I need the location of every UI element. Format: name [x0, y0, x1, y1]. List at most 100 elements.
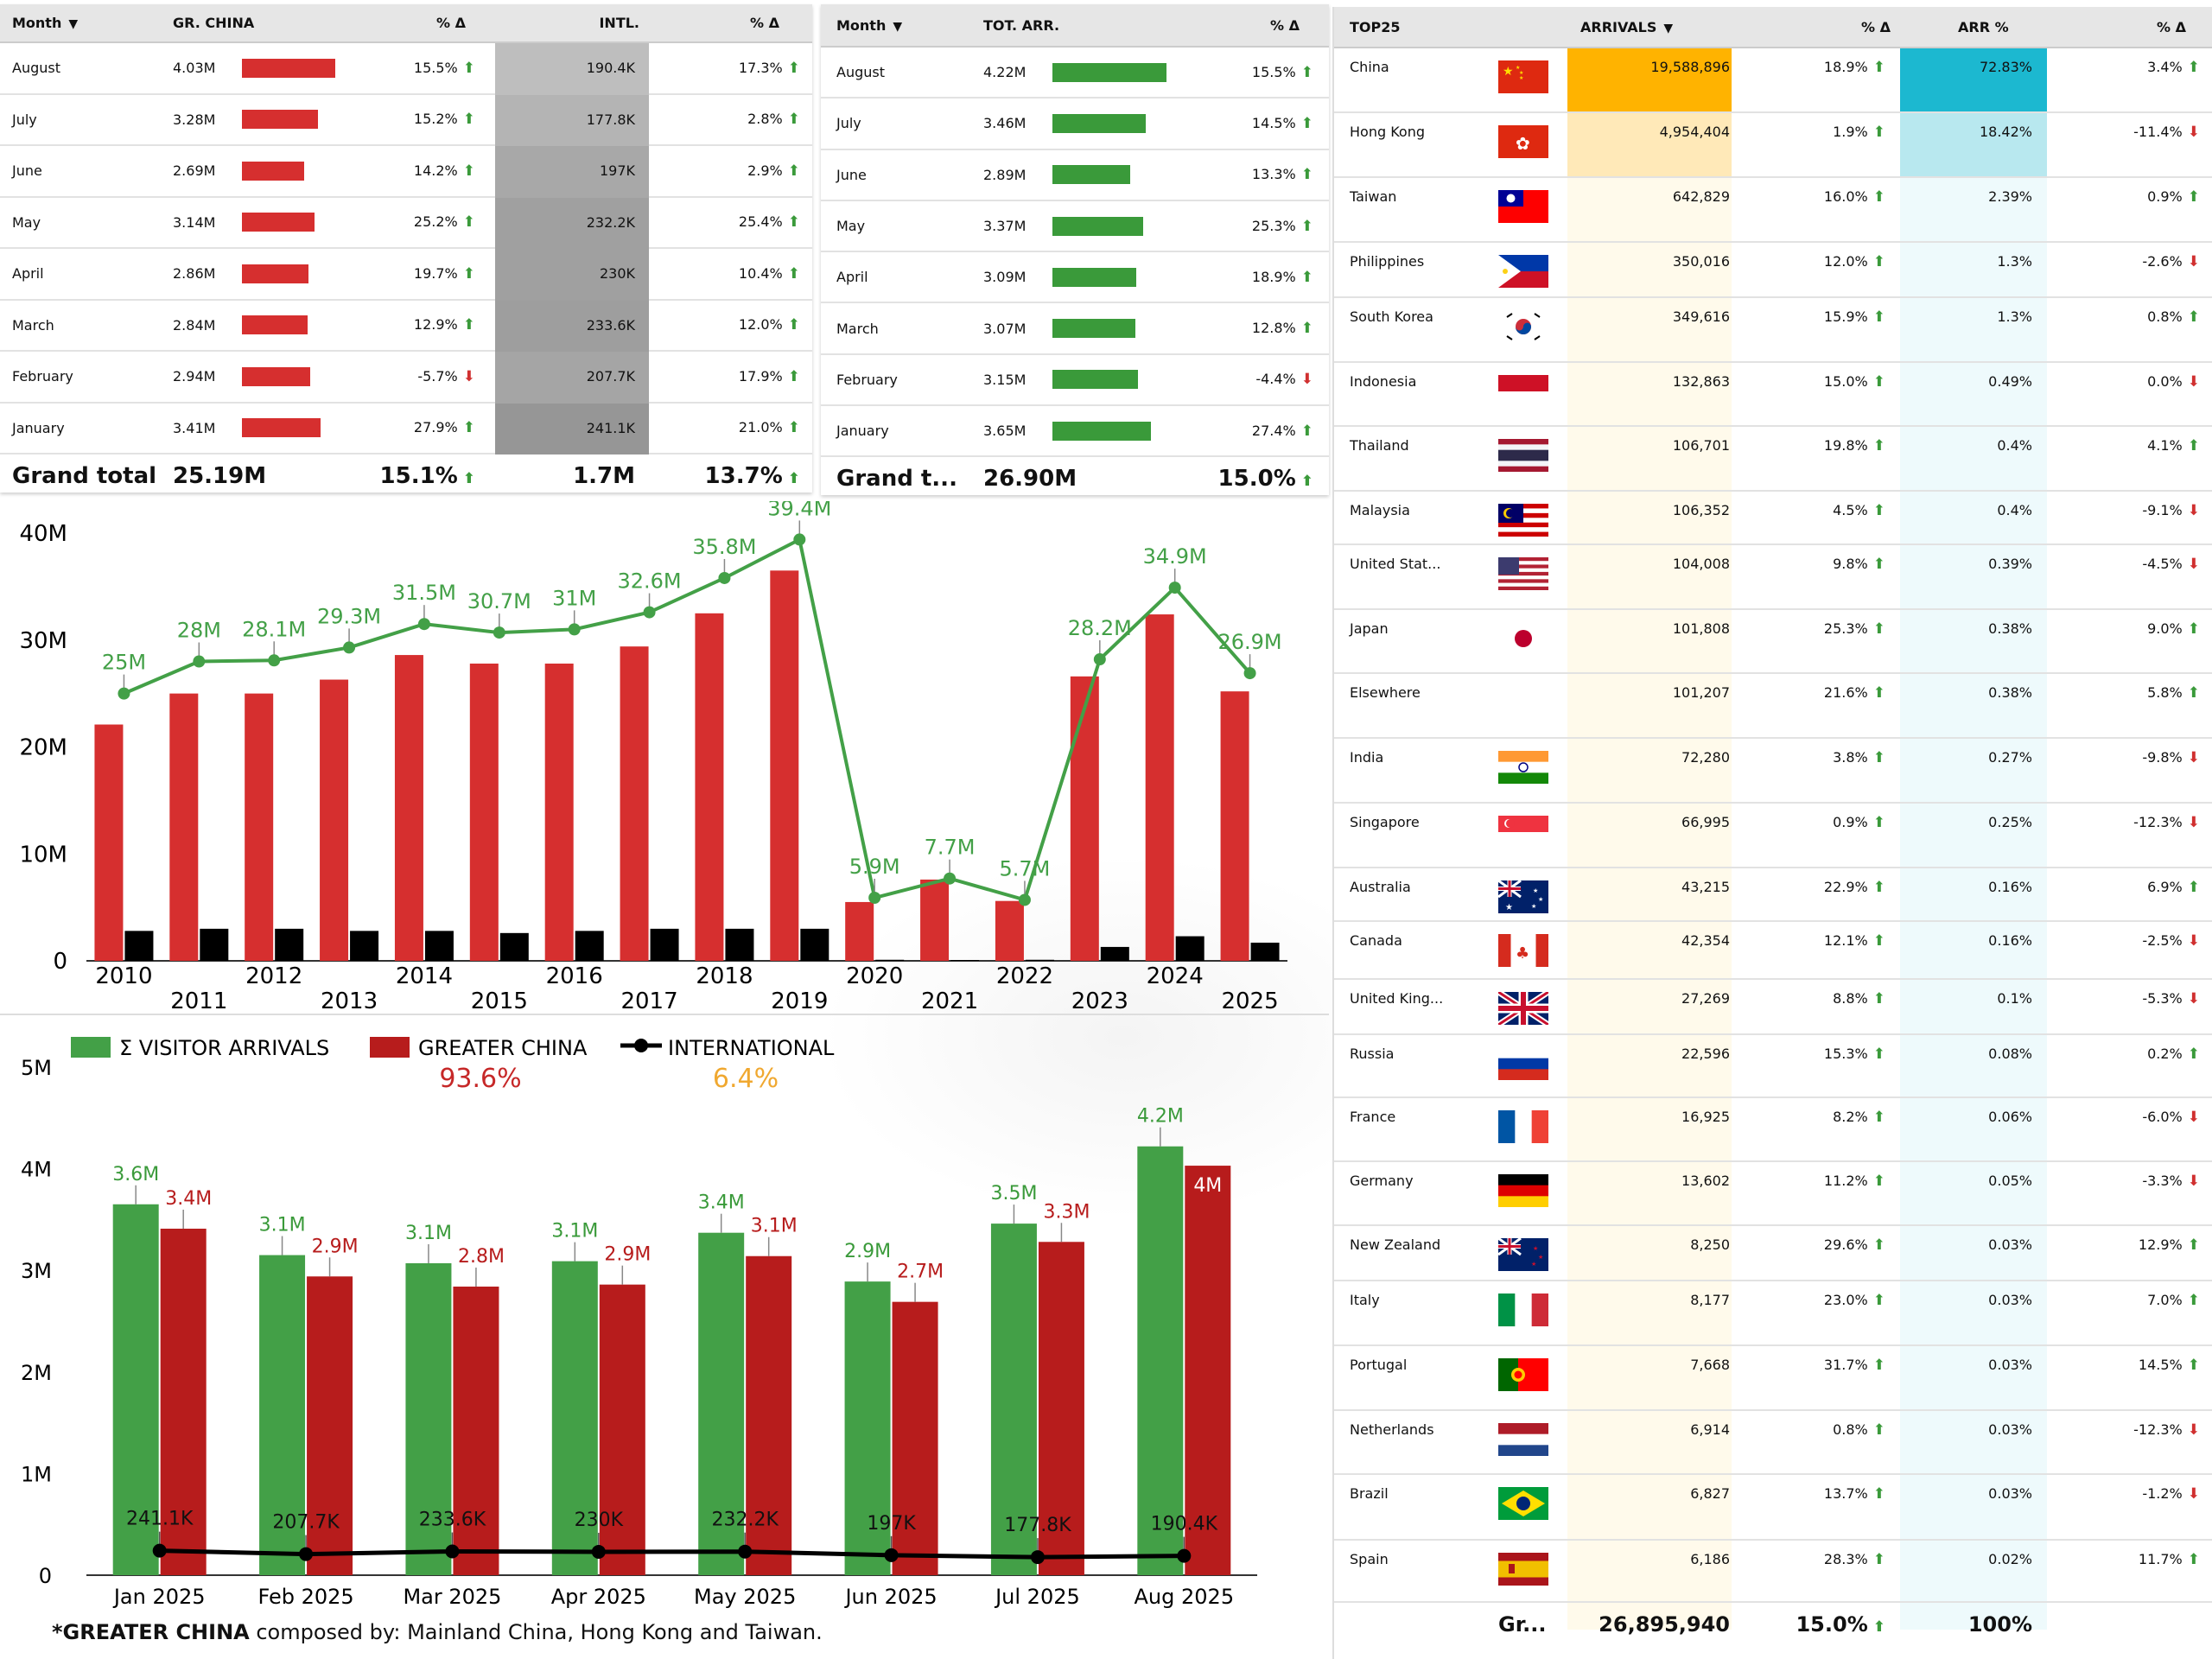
- country-row[interactable]: Indonesia 132,863 15.0% ⬆ 0.49% 0.0% ⬇: [1334, 363, 2212, 427]
- international-bar[interactable]: [424, 931, 454, 961]
- total-arrivals-point[interactable]: [1243, 667, 1256, 680]
- greater-china-bar[interactable]: [845, 901, 874, 961]
- pct-change-header[interactable]: % Δ: [1270, 16, 1300, 34]
- legend-label-international[interactable]: INTERNATIONAL: [668, 1036, 835, 1060]
- table-row[interactable]: July 3.46M 14.5% ⬆: [821, 99, 1329, 150]
- country-row[interactable]: New Zealand ★ ★ ★ 8,250 29.6% ⬆ 0.03% 12.9% ⬆: [1334, 1226, 2212, 1281]
- greater-china-bar[interactable]: [1185, 1166, 1231, 1575]
- greater-china-bar[interactable]: [892, 1301, 938, 1575]
- pct-change-header[interactable]: % Δ: [1861, 18, 1891, 35]
- greater-china-bar[interactable]: [1038, 1242, 1084, 1575]
- country-row[interactable]: United Stat... 104,008 9.8% ⬆ 0.39% -4.5% ⬇: [1334, 545, 2212, 610]
- total-arrivals-point[interactable]: [268, 654, 281, 667]
- greater-china-bar[interactable]: [1145, 614, 1174, 961]
- total-arrivals-header[interactable]: TOT. ARR.: [983, 16, 1060, 34]
- total-arrivals-bar[interactable]: [551, 1261, 598, 1575]
- international-bar[interactable]: [1025, 959, 1054, 961]
- international-bar[interactable]: [350, 931, 379, 961]
- sort-down-icon[interactable]: ▼: [1663, 21, 1674, 35]
- international-point[interactable]: [152, 1543, 167, 1558]
- international-point[interactable]: [1177, 1548, 1192, 1563]
- country-row[interactable]: India 72,280 3.8% ⬆ 0.27% -9.8% ⬇: [1334, 739, 2212, 804]
- table-row[interactable]: April 2.86M 19.7% ⬆ 230K 10.4% ⬆: [0, 249, 812, 301]
- country-row[interactable]: Canada ♣ 42,354 12.1% ⬆ 0.16% -2.5% ⬇: [1334, 922, 2212, 980]
- arrival-share-header[interactable]: ARR %: [1958, 18, 2009, 35]
- international-point[interactable]: [591, 1544, 606, 1559]
- total-arrivals-point[interactable]: [718, 571, 731, 584]
- country-row[interactable]: Taiwan 642,829 16.0% ⬆ 2.39% 0.9% ⬆: [1334, 178, 2212, 243]
- legend-label-greater-china[interactable]: GREATER CHINA: [418, 1036, 588, 1060]
- international-bar[interactable]: [950, 960, 980, 961]
- international-bar[interactable]: [1175, 936, 1205, 961]
- arrivals-header[interactable]: ARRIVALS ▼: [1580, 18, 1674, 35]
- country-row[interactable]: Philippines 350,016 12.0% ⬆ 1.3% -2.6% ⬇: [1334, 243, 2212, 298]
- table-row[interactable]: January 3.41M 27.9% ⬆ 241.1K 21.0% ⬆: [0, 403, 812, 454]
- total-arrivals-point[interactable]: [118, 687, 130, 700]
- greater-china-bar[interactable]: [94, 724, 124, 961]
- total-arrivals-point[interactable]: [193, 655, 206, 668]
- country-row[interactable]: South Korea 349,616 15.9% ⬆ 1.3% 0.8% ⬆: [1334, 298, 2212, 363]
- greater-china-bar[interactable]: [160, 1228, 207, 1575]
- greater-china-bar[interactable]: [469, 663, 499, 961]
- total-arrivals-bar[interactable]: [112, 1204, 159, 1575]
- international-bar[interactable]: [800, 928, 830, 961]
- month-header[interactable]: Month ▼: [836, 16, 903, 34]
- table-row[interactable]: May 3.37M 25.3% ⬆: [821, 201, 1329, 253]
- country-row[interactable]: Singapore 66,995 0.9% ⬆ 0.25% -12.3% ⬇: [1334, 804, 2212, 868]
- international-bar[interactable]: [124, 931, 154, 961]
- total-arrivals-bar[interactable]: [844, 1281, 891, 1575]
- table-row[interactable]: July 3.28M 15.2% ⬆ 177.8K 2.8% ⬆: [0, 94, 812, 146]
- table-row[interactable]: April 3.09M 18.9% ⬆: [821, 252, 1329, 304]
- international-point[interactable]: [299, 1547, 314, 1561]
- intl-header[interactable]: INTL.: [599, 15, 639, 31]
- total-arrivals-bar[interactable]: [1137, 1146, 1184, 1575]
- table-row[interactable]: March 2.84M 12.9% ⬆ 233.6K 12.0% ⬆: [0, 300, 812, 352]
- top25-header[interactable]: TOP25: [1350, 18, 1401, 35]
- greater-china-bar[interactable]: [620, 646, 649, 961]
- greater-china-bar[interactable]: [169, 693, 199, 961]
- total-arrivals-point[interactable]: [417, 618, 430, 631]
- total-arrivals-bar[interactable]: [259, 1255, 306, 1575]
- international-bar[interactable]: [1250, 942, 1280, 961]
- total-arrivals-point[interactable]: [1093, 653, 1106, 666]
- international-bar[interactable]: [575, 931, 604, 961]
- country-row[interactable]: Portugal 7,668 31.7% ⬆ 0.03% 14.5% ⬆: [1334, 1346, 2212, 1411]
- greater-china-bar[interactable]: [770, 570, 799, 961]
- country-row[interactable]: Thailand 106,701 19.8% ⬆ 0.4% 4.1% ⬆: [1334, 427, 2212, 492]
- international-point[interactable]: [884, 1548, 899, 1562]
- total-arrivals-point[interactable]: [944, 872, 957, 885]
- country-row[interactable]: Hong Kong ✿ 4,954,404 1.9% ⬆ 18.42% -11.4% ⬇: [1334, 113, 2212, 178]
- sort-down-icon[interactable]: ▼: [68, 17, 79, 31]
- country-row[interactable]: Japan 101,808 25.3% ⬆ 0.38% 9.0% ⬆: [1334, 610, 2212, 674]
- table-row[interactable]: May 3.14M 25.2% ⬆ 232.2K 25.4% ⬆: [0, 197, 812, 249]
- table-row[interactable]: August 4.03M 15.5% ⬆ 190.4K 17.3% ⬆: [0, 43, 812, 95]
- table-row[interactable]: August 4.22M 15.5% ⬆: [821, 48, 1329, 99]
- country-row[interactable]: Australia ★ ★ ★ ★ 43,215 22.9% ⬆ 0.16% 6.9% ⬆: [1334, 868, 2212, 922]
- greater-china-bar[interactable]: [1220, 691, 1249, 961]
- international-bar[interactable]: [875, 959, 905, 961]
- greater-china-bar[interactable]: [599, 1284, 645, 1575]
- table-row[interactable]: February 3.15M -4.4% ⬇: [821, 355, 1329, 407]
- country-row[interactable]: Elsewhere 101,207 21.6% ⬆ 0.38% 5.8% ⬆: [1334, 674, 2212, 739]
- country-row[interactable]: Brazil 6,827 13.7% ⬆ 0.03% -1.2% ⬇: [1334, 1475, 2212, 1541]
- pct-change-header-2[interactable]: % Δ: [2157, 18, 2186, 35]
- sort-down-icon[interactable]: ▼: [893, 19, 903, 34]
- month-header[interactable]: Month ▼: [12, 15, 79, 31]
- international-point[interactable]: [445, 1544, 460, 1559]
- greater-china-bar[interactable]: [695, 613, 724, 961]
- greater-china-bar[interactable]: [394, 655, 423, 961]
- greater-china-bar[interactable]: [453, 1287, 499, 1575]
- greater-china-bar[interactable]: [245, 693, 274, 961]
- country-row[interactable]: Italy 8,177 23.0% ⬆ 0.03% 7.0% ⬆: [1334, 1281, 2212, 1346]
- international-bar[interactable]: [1100, 946, 1129, 961]
- international-bar[interactable]: [725, 928, 754, 961]
- greater-china-bar[interactable]: [320, 679, 349, 961]
- total-arrivals-point[interactable]: [1018, 893, 1031, 906]
- country-row[interactable]: Malaysia 106,352 4.5% ⬆ 0.4% -9.1% ⬇: [1334, 492, 2212, 545]
- table-row[interactable]: January 3.65M 27.4% ⬆: [821, 406, 1329, 458]
- total-arrivals-point[interactable]: [643, 606, 656, 619]
- greater-china-bar[interactable]: [920, 879, 950, 961]
- country-row[interactable]: Netherlands 6,914 0.8% ⬆ 0.03% -12.3% ⬇: [1334, 1411, 2212, 1475]
- total-arrivals-bar[interactable]: [990, 1224, 1037, 1575]
- country-row[interactable]: Germany 13,602 11.2% ⬆ 0.05% -3.3% ⬇: [1334, 1162, 2212, 1226]
